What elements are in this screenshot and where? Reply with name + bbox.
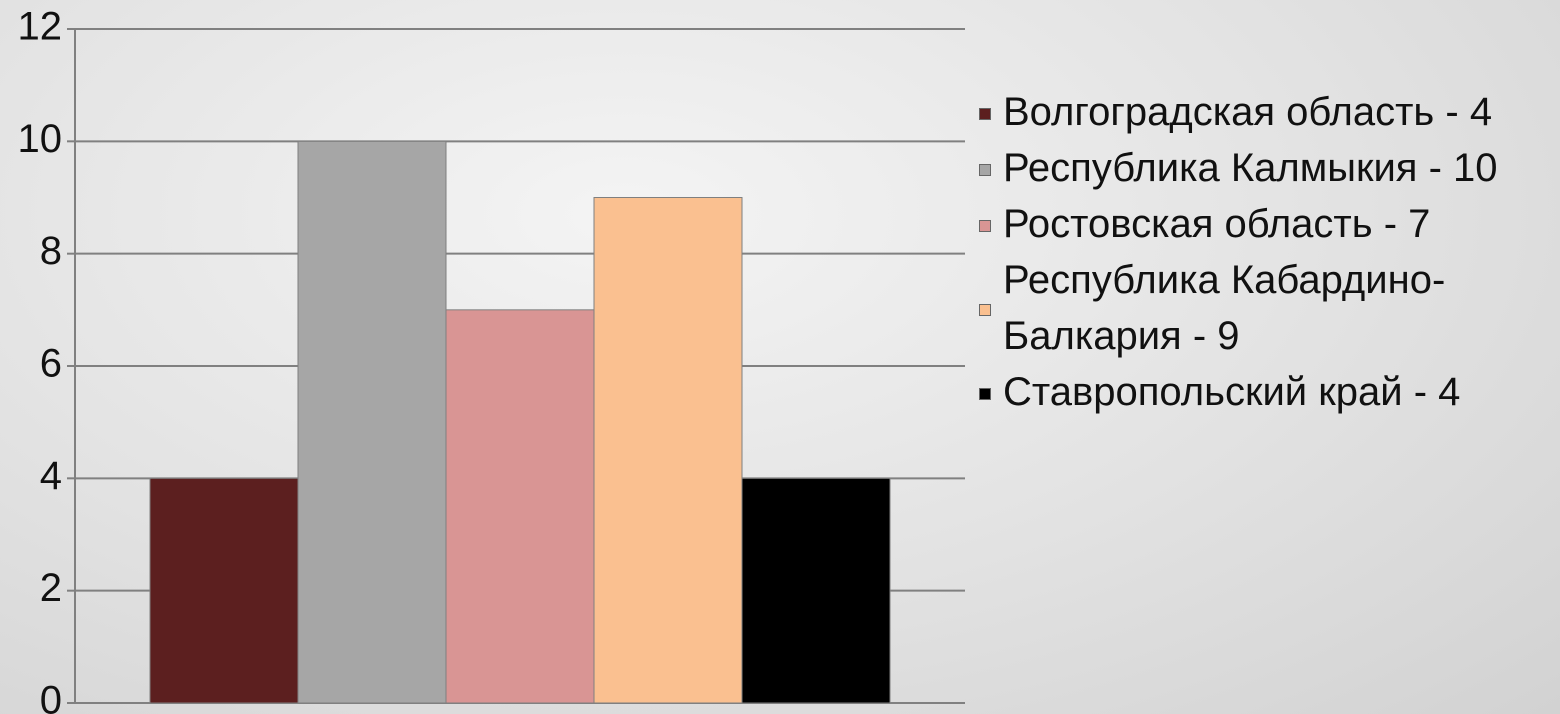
legend-marker — [979, 304, 991, 316]
legend-item: Волгоградская область - 4 — [1003, 84, 1559, 140]
bar — [150, 478, 298, 703]
y-tick-label: 12 — [18, 5, 63, 49]
legend-item: Республика Калмыкия - 10 — [1003, 140, 1559, 196]
y-tick-label: 6 — [40, 342, 62, 386]
legend-marker — [979, 388, 991, 400]
legend-item: Республика Кабардино-Балкария - 9 — [1003, 252, 1559, 364]
legend-marker — [979, 220, 991, 232]
legend-label: Республика Кабардино-Балкария - 9 — [1003, 258, 1445, 358]
legend-marker — [979, 108, 991, 120]
legend-label: Республика Калмыкия - 10 — [1003, 146, 1498, 190]
legend-label: Ростовская область - 7 — [1003, 202, 1430, 246]
legend-item: Ростовская область - 7 — [1003, 196, 1559, 252]
y-tick-label: 4 — [40, 454, 62, 498]
legend-item: Ставропольский край - 4 — [1003, 364, 1559, 420]
legend-label: Ставропольский край - 4 — [1003, 370, 1460, 414]
bar — [742, 478, 890, 703]
legend: Волгоградская область - 4 Республика Калм… — [1003, 84, 1559, 420]
y-tick-label: 10 — [18, 117, 63, 161]
y-tick-label: 2 — [40, 566, 62, 610]
bar — [446, 310, 594, 703]
legend-label: Волгоградская область - 4 — [1003, 90, 1492, 134]
legend-marker — [979, 164, 991, 176]
y-tick-label: 0 — [40, 679, 62, 714]
y-tick-label: 8 — [40, 229, 62, 273]
bar — [298, 141, 446, 703]
page: 0 2 4 6 8 10 12 Волгоградская область - 4 Респу… — [0, 0, 1560, 714]
bar — [594, 198, 742, 704]
